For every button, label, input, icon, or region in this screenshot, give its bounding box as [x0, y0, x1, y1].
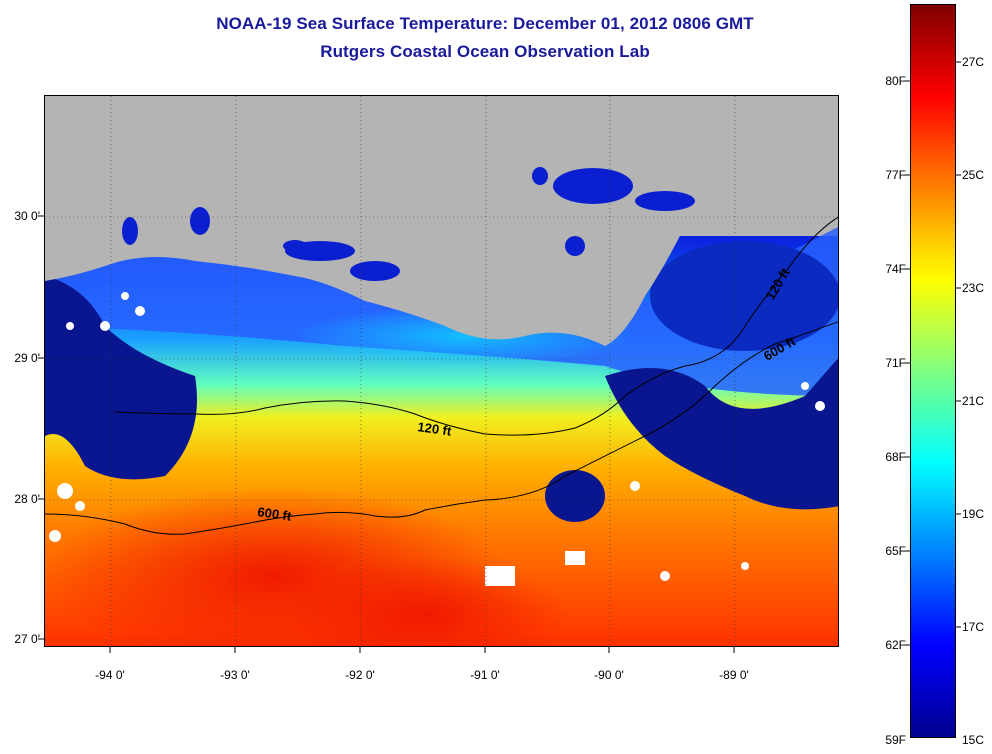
colorbar-label-17c: 17C: [962, 620, 985, 634]
lat-label-27: 27 0': [14, 632, 40, 646]
sst-map-svg: 120 ft 600 ft 120 ft 600 ft: [45, 96, 838, 646]
cloud-mask-west: [45, 276, 197, 480]
colorbar-label-71f: 71F: [885, 356, 906, 370]
colorbar-label-25c: 25C: [962, 168, 985, 182]
colorbar-label-62f: 62F: [885, 638, 906, 652]
lon-label-94: -94 0': [95, 668, 125, 682]
temperature-colorbar: [910, 4, 956, 738]
colorbar-label-68f: 68F: [885, 450, 906, 464]
colorbar-label-59f: 59F: [885, 733, 906, 747]
lat-label-30: 30 0': [14, 209, 40, 223]
colorbar-label-77f: 77F: [885, 168, 906, 182]
lon-label-92: -92 0': [345, 668, 375, 682]
colorbar-label-80f: 80F: [885, 74, 906, 88]
lon-label-89: -89 0': [719, 668, 749, 682]
lon-label-93: -93 0': [220, 668, 250, 682]
colorbar-label-23c: 23C: [962, 281, 985, 295]
no-data-speckles: [49, 292, 825, 586]
colorbar-label-27c: 27C: [962, 55, 985, 69]
lake-pontchartrain: [553, 168, 633, 204]
map-title: NOAA-19 Sea Surface Temperature: Decembe…: [216, 14, 754, 33]
contour-label-120ft: 120 ft: [417, 419, 453, 439]
lon-label-90: -90 0': [594, 668, 624, 682]
cloud-mask-east: [605, 358, 838, 510]
contour-600ft: [45, 321, 838, 535]
contour-120ft: [114, 216, 838, 436]
lon-label-91: -91 0': [470, 668, 500, 682]
lat-label-28: 28 0': [14, 492, 40, 506]
map-subtitle: Rutgers Coastal Ocean Observation Lab: [320, 42, 650, 61]
sst-map: 120 ft 600 ft 120 ft 600 ft: [44, 95, 839, 647]
colorbar-label-65f: 65F: [885, 544, 906, 558]
colorbar-label-74f: 74F: [885, 262, 906, 276]
graticule: [45, 96, 838, 646]
colorbar-label-19c: 19C: [962, 507, 985, 521]
colorbar-label-15c: 15C: [962, 733, 985, 747]
colorbar-label-21c: 21C: [962, 394, 985, 408]
land-mass: [45, 96, 838, 346]
lat-label-29: 29 0': [14, 351, 40, 365]
contour-label-600ft: 600 ft: [257, 504, 293, 524]
